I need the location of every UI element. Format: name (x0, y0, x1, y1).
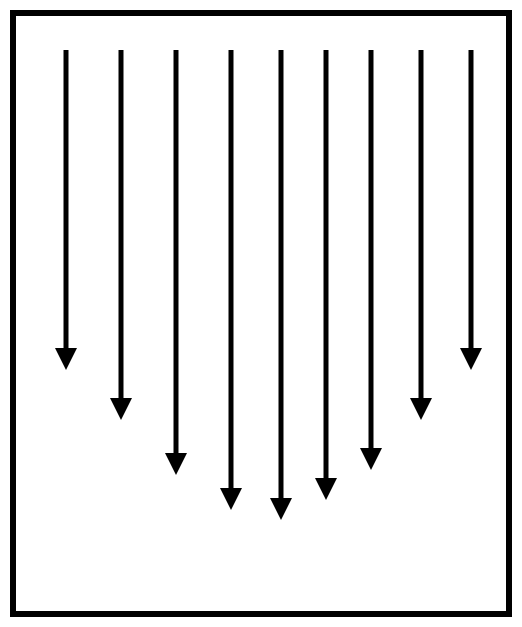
arrow-head-icon (460, 348, 482, 370)
arrow-shaft (369, 50, 374, 448)
arrow-head-icon (315, 478, 337, 500)
arrow-shaft (324, 50, 329, 478)
arrow-head-icon (55, 348, 77, 370)
diagram-frame (10, 10, 512, 617)
arrow-shaft (174, 50, 179, 453)
arrow-shaft (419, 50, 424, 398)
arrow-head-icon (360, 448, 382, 470)
arrow-2 (110, 50, 132, 420)
arrow-shaft (229, 50, 234, 488)
arrow-shaft (64, 50, 69, 348)
arrow-8 (410, 50, 432, 420)
arrow-shaft (279, 50, 284, 498)
arrow-5 (270, 50, 292, 520)
arrow-head-icon (110, 398, 132, 420)
diagram-stage (0, 0, 522, 627)
arrow-3 (165, 50, 187, 475)
arrow-shaft (119, 50, 124, 398)
arrow-7 (360, 50, 382, 470)
arrow-head-icon (165, 453, 187, 475)
arrow-1 (55, 50, 77, 370)
arrow-head-icon (220, 488, 242, 510)
arrow-6 (315, 50, 337, 500)
arrow-shaft (469, 50, 474, 348)
arrow-9 (460, 50, 482, 370)
arrow-head-icon (410, 398, 432, 420)
arrow-head-icon (270, 498, 292, 520)
arrow-4 (220, 50, 242, 510)
